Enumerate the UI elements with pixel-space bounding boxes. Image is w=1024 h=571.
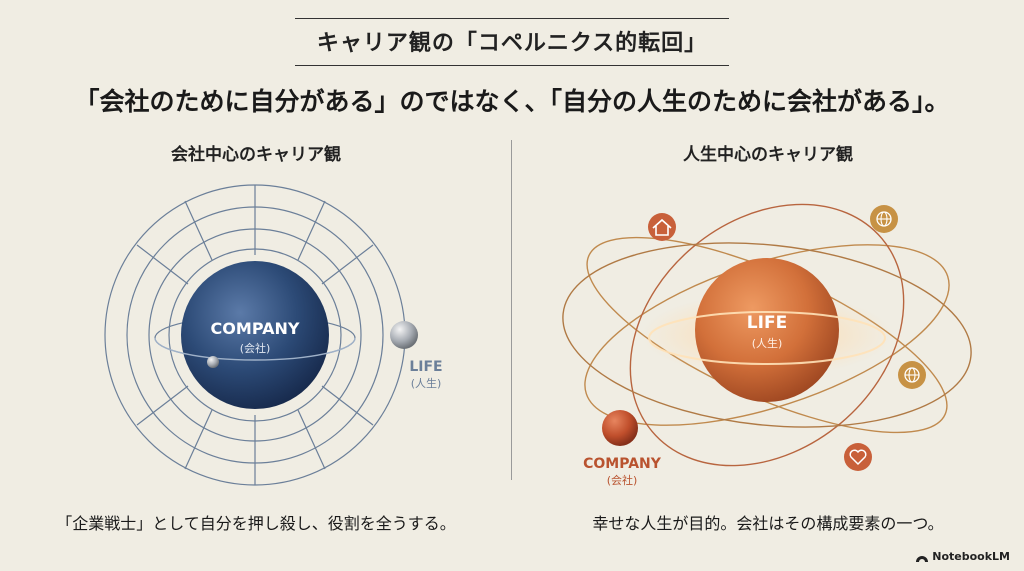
orbit-paths: [562, 203, 972, 467]
left-panel-heading: 会社中心のキャリア観: [171, 145, 341, 165]
company-orbit-label: COMPANY: [583, 456, 662, 472]
left-caption: 「企業戦士」として自分を押し殺し、役割を全うする。: [56, 514, 456, 533]
company-sub-label: (会社): [240, 341, 271, 355]
title: キャリア観の「コペルニクス的転回」: [0, 18, 1024, 66]
panel-divider: [511, 140, 512, 480]
inner-orbit-front: [154, 337, 356, 361]
life-label: LIFE: [409, 359, 442, 375]
life-centric-diagram: LIFE (人生) COMPANY (会社): [562, 203, 972, 487]
life-sphere: [695, 258, 839, 402]
title-text: キャリア観の「コペルニクス的転回」: [294, 18, 730, 66]
life-sub-label: (人生): [411, 376, 442, 390]
life-center-sub-label: (人生): [752, 336, 783, 350]
company-planet: [602, 410, 638, 446]
life-center-label: LIFE: [747, 313, 787, 333]
company-label: COMPANY: [211, 319, 300, 338]
small-moon: [207, 356, 219, 368]
home-icon: [648, 213, 676, 241]
radial-spokes: [136, 185, 374, 485]
notebooklm-logo-icon: [916, 555, 929, 562]
right-panel-heading: 人生中心のキャリア観: [683, 145, 853, 165]
glow-orbit: [648, 311, 886, 365]
brand: NotebookLM: [916, 550, 1010, 563]
subtitle: 「会社のために自分がある」のではなく、「自分の人生のために会社がある」。: [74, 87, 950, 116]
right-caption: 幸せな人生が目的。会社はその構成要素の一つ。: [592, 514, 944, 533]
globe-icon: [898, 361, 926, 389]
brand-label: NotebookLM: [932, 550, 1010, 563]
company-orbit-sub-label: (会社): [607, 473, 638, 487]
company-sphere: [181, 261, 329, 409]
heart-icon: [844, 443, 872, 471]
life-planet: [390, 321, 418, 349]
company-centric-diagram: COMPANY (会社) LIFE (人生): [104, 184, 443, 486]
globe-icon: [870, 205, 898, 233]
